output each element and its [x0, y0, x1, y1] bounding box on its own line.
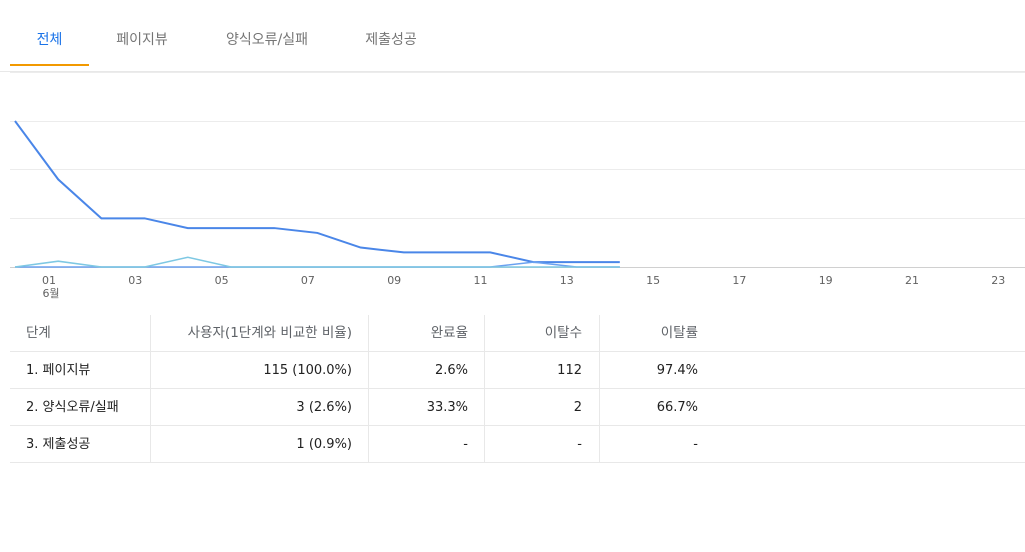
dropoff-count-value: 2: [573, 400, 582, 415]
column-divider: [150, 315, 151, 463]
completion-rate-value: -: [463, 437, 468, 452]
x-tick-label: 11: [474, 274, 488, 287]
column-divider: [599, 315, 600, 463]
x-tick-label: 23: [991, 274, 1005, 287]
x-month-label: 6월: [42, 287, 59, 300]
header-dropoff-rate: 이탈률: [660, 325, 698, 341]
series-line-3: [14, 256, 620, 268]
x-tick-label: 01: [42, 274, 56, 287]
tab-pageview[interactable]: 페이지뷰: [116, 32, 168, 48]
tab-form-error[interactable]: 양식오류/실패: [226, 32, 308, 48]
x-tick-label: 15: [646, 274, 660, 287]
users-value: 115 (100.0%): [263, 363, 352, 378]
dropoff-count-value: -: [577, 437, 582, 452]
table-row: 1. 페이지뷰 115 (100.0%) 2.6% 112 97.4%: [10, 352, 1025, 389]
completion-rate-value: 2.6%: [434, 363, 468, 378]
table-row: 3. 제출성공 1 (0.9%) - - -: [10, 426, 1025, 463]
column-divider: [484, 315, 485, 463]
header-completion-rate: 완료율: [430, 325, 468, 341]
step-name: 3. 제출성공: [26, 437, 91, 452]
x-tick-label: 03: [128, 274, 142, 287]
header-users: 사용자(1단계와 비교한 비율): [187, 325, 352, 341]
series-line-1: [14, 120, 620, 264]
x-tick-label: 13: [560, 274, 574, 287]
header-step: 단계: [26, 325, 51, 341]
dropoff-count-value: 112: [557, 363, 582, 378]
users-value: 1 (0.9%): [296, 437, 352, 452]
completion-rate-value: 33.3%: [426, 400, 468, 415]
tab-bar: 전체 페이지뷰 양식오류/실패 제출성공: [0, 0, 1025, 72]
chart-svg: 01 03 05 07 09 11 13 15 17 19 21 23 6월: [10, 72, 1025, 300]
x-tick-label: 09: [387, 274, 401, 287]
dropoff-rate-value: 66.7%: [656, 400, 698, 415]
table-row: 2. 양식오류/실패 3 (2.6%) 33.3% 2 66.7%: [10, 389, 1025, 426]
table-header-row: 단계 사용자(1단계와 비교한 비율) 완료율 이탈수 이탈률: [10, 315, 1025, 352]
x-tick-label: 21: [905, 274, 919, 287]
step-name: 1. 페이지뷰: [26, 363, 91, 378]
tab-submit-success[interactable]: 제출성공: [365, 32, 417, 48]
x-tick-label: 17: [732, 274, 746, 287]
x-tick-label: 19: [819, 274, 833, 287]
step-name: 2. 양식오류/실패: [26, 400, 119, 415]
funnel-line-chart: 01 03 05 07 09 11 13 15 17 19 21 23 6월: [0, 72, 1025, 302]
users-value: 3 (2.6%): [296, 400, 352, 415]
header-dropoff-count: 이탈수: [544, 325, 582, 341]
dropoff-rate-value: 97.4%: [656, 363, 698, 378]
x-tick-label: 07: [301, 274, 315, 287]
column-divider: [368, 315, 369, 463]
dropoff-rate-value: -: [693, 437, 698, 452]
x-tick-label: 05: [215, 274, 229, 287]
tab-all[interactable]: 전체: [10, 30, 89, 66]
